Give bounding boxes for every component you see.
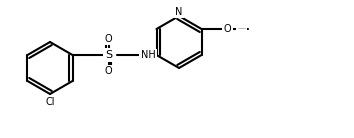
Text: N: N xyxy=(175,7,183,17)
Text: S: S xyxy=(105,50,112,60)
Text: —: — xyxy=(238,25,246,34)
Text: NH: NH xyxy=(141,50,155,60)
Text: O: O xyxy=(224,24,232,34)
Text: Cl: Cl xyxy=(45,97,55,107)
Text: O: O xyxy=(105,66,112,76)
Text: O: O xyxy=(105,34,112,44)
